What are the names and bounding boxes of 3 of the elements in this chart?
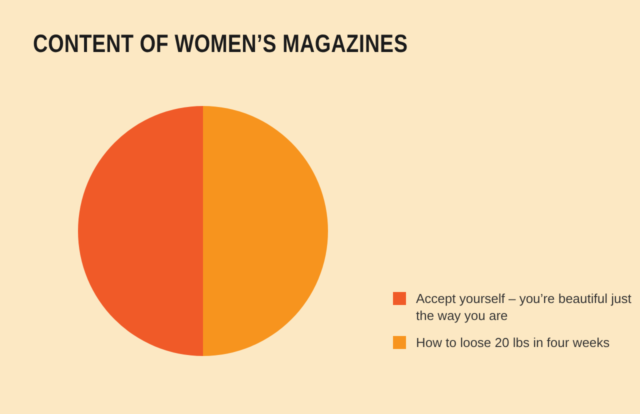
chart-title: CONTENT OF WOMEN’S MAGAZINES (33, 30, 408, 59)
legend-label: Accept yourself – you’re beautiful just the way you are (416, 290, 632, 324)
legend-label: How to loose 20 lbs in four weeks (416, 334, 610, 351)
